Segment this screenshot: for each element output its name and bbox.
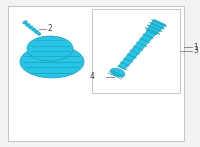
Bar — [92, 9, 180, 93]
Polygon shape — [118, 31, 155, 69]
Ellipse shape — [27, 36, 73, 61]
Text: 2: 2 — [47, 24, 52, 33]
Ellipse shape — [111, 68, 125, 77]
Text: 1: 1 — [193, 42, 198, 52]
Text: 3: 3 — [193, 46, 198, 55]
Ellipse shape — [38, 33, 41, 35]
Text: 4: 4 — [90, 72, 95, 81]
Polygon shape — [146, 19, 166, 35]
Ellipse shape — [23, 21, 27, 24]
Bar — [8, 6, 184, 141]
Ellipse shape — [20, 46, 84, 78]
